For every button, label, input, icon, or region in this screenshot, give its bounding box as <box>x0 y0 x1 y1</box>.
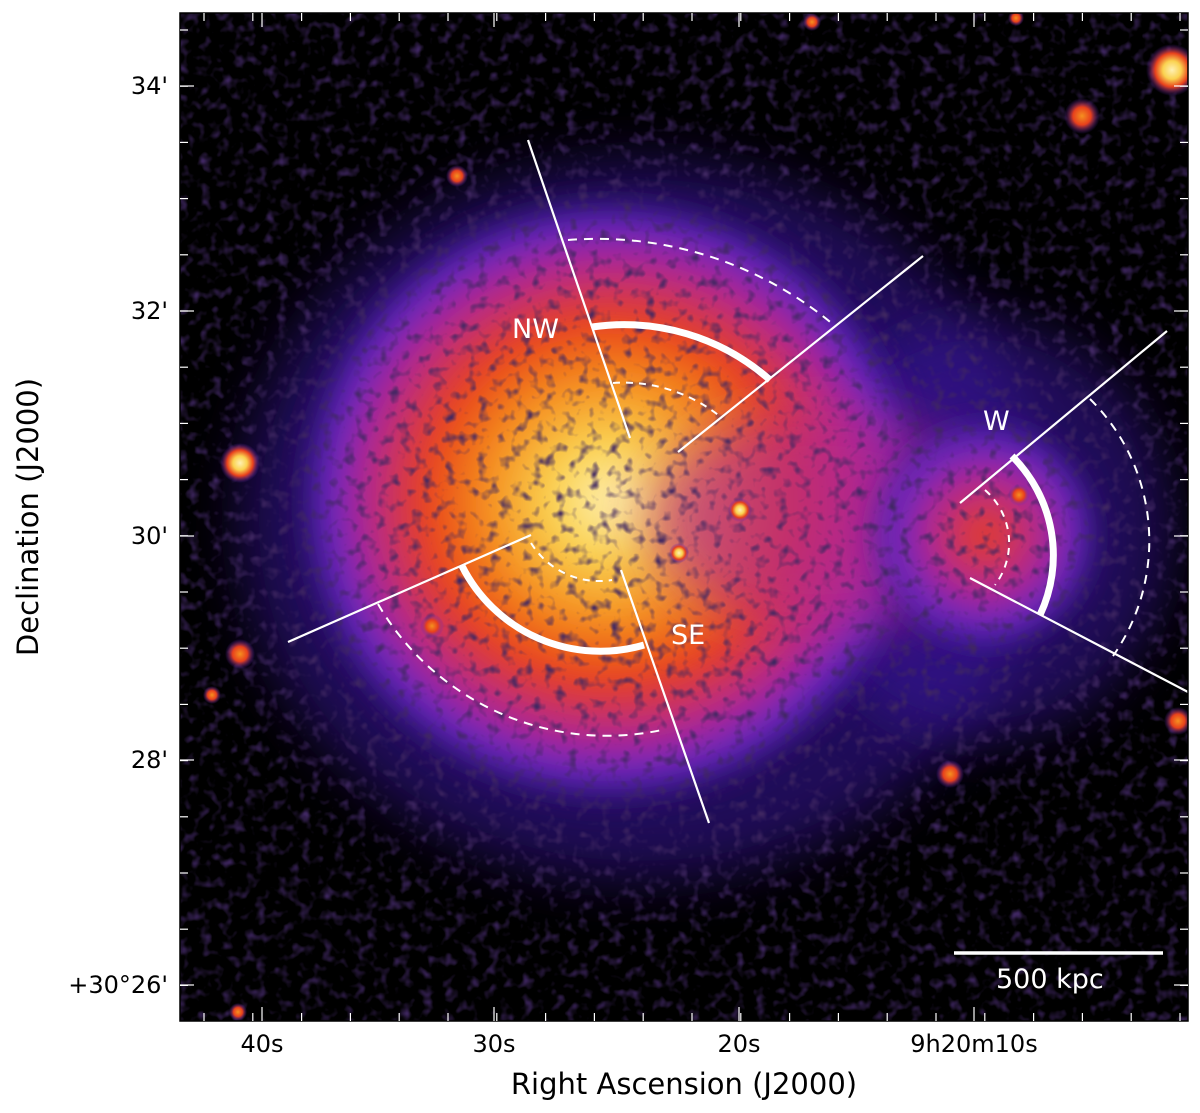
se-sector <box>287 533 711 824</box>
se-label: SE <box>671 620 705 651</box>
annotation-overlay <box>287 139 1188 955</box>
y-tick-label: 30' <box>131 522 168 550</box>
x-tick-label: 20s <box>717 1030 760 1058</box>
y-tick-label: 34' <box>131 72 168 100</box>
y-axis-title: Declination (J2000) <box>11 378 45 656</box>
w-sector <box>959 330 1188 693</box>
x-tick-label: 30s <box>472 1030 515 1058</box>
nw-label: NW <box>512 314 559 345</box>
x-axis-title: Right Ascension (J2000) <box>511 1067 857 1101</box>
x-tick-label: 40s <box>240 1030 283 1058</box>
y-tick-labels: 34' 32' 30' 28' +30°26' <box>68 72 168 999</box>
y-tick-label: 28' <box>131 746 168 774</box>
plot-frame <box>179 12 1189 1022</box>
y-tick-label: 32' <box>131 297 168 325</box>
w-label: W <box>983 406 1010 437</box>
point-sources <box>203 13 1188 1021</box>
scale-bar-label: 500 kpc <box>996 964 1104 995</box>
se-edge-arc <box>458 564 645 655</box>
w-edge-arc <box>1009 453 1057 617</box>
nw-edge-arc <box>591 321 773 383</box>
x-tick-labels: 40s 30s 20s 9h20m10s <box>240 1030 1037 1058</box>
x-tick-label: 9h20m10s <box>910 1030 1037 1058</box>
nw-sector <box>526 139 924 453</box>
y-tick-label: +30°26' <box>68 971 168 999</box>
